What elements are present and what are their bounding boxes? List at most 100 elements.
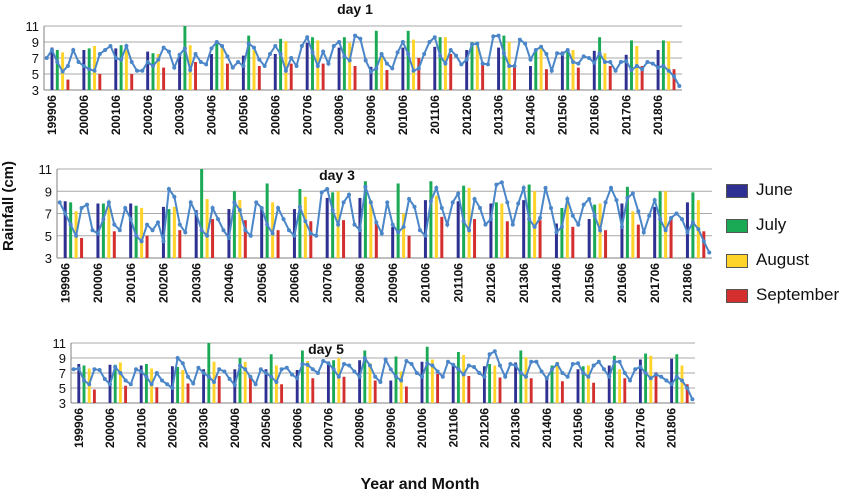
trend-point — [409, 362, 414, 366]
trend-point — [548, 205, 553, 210]
trend-point — [145, 222, 150, 227]
trend-point — [44, 56, 49, 60]
bar-august — [618, 369, 622, 403]
trend-point — [407, 197, 412, 202]
bar-june — [273, 54, 277, 90]
trend-point — [394, 374, 398, 379]
trend-point — [539, 44, 544, 49]
trend-point — [221, 228, 226, 233]
trend-point — [454, 53, 459, 58]
trend-point — [74, 233, 79, 238]
trend-point — [521, 185, 526, 190]
bar-september — [576, 67, 580, 90]
trend-point — [533, 48, 538, 52]
bar-july — [425, 346, 429, 403]
x-tick-label: 201506 — [571, 408, 585, 448]
x-tick-label: 200106 — [124, 263, 138, 303]
legend-swatch-july — [726, 219, 748, 233]
bar-august — [205, 199, 209, 258]
trend-point — [193, 52, 198, 56]
trend-point — [297, 204, 302, 209]
x-tick-label: 199906 — [72, 408, 86, 448]
bar-august — [124, 50, 128, 90]
x-tick-label: 200206 — [166, 408, 180, 448]
bar-august — [172, 206, 176, 258]
trend-point — [534, 359, 539, 364]
trend-point — [560, 371, 565, 375]
bar-july — [598, 37, 602, 90]
trend-point — [321, 49, 326, 54]
y-tick-label: 11 — [39, 162, 53, 177]
trend-point — [357, 374, 362, 379]
trend-point — [672, 74, 677, 79]
x-tick-label: 200006 — [91, 263, 105, 303]
y-tick-label: 9 — [45, 184, 52, 199]
x-tick-label: 200206 — [141, 95, 155, 135]
trend-point — [230, 65, 235, 70]
trend-point — [102, 377, 107, 381]
trend-point — [352, 369, 357, 374]
trend-point — [576, 361, 580, 366]
trend-point — [603, 200, 608, 205]
trend-point — [243, 228, 248, 233]
bar-july — [625, 186, 629, 258]
trend-point — [186, 374, 190, 379]
trend-point — [513, 363, 518, 368]
bar-august — [243, 361, 247, 403]
trend-point — [252, 45, 257, 50]
bar-july — [183, 26, 187, 90]
bar-august — [368, 363, 372, 403]
bar-september — [640, 66, 644, 90]
trend-point — [650, 61, 655, 66]
trend-point — [227, 377, 232, 381]
trend-point — [165, 382, 170, 387]
bar-september — [178, 230, 182, 258]
bar-june — [554, 223, 558, 258]
legend-item-july: July — [722, 213, 850, 246]
trend-point — [438, 53, 443, 58]
legend-swatch-june — [726, 184, 748, 198]
trend-point — [103, 48, 108, 52]
x-tick-label: 201806 — [681, 263, 695, 303]
x-tick-label: 200506 — [255, 263, 269, 303]
bar-september — [481, 62, 485, 90]
trend-point — [609, 185, 614, 190]
trend-point — [396, 230, 401, 235]
bar-august — [539, 46, 543, 90]
trend-point — [106, 200, 111, 205]
trend-point — [467, 228, 472, 233]
bar-june — [451, 363, 455, 403]
bar-july — [151, 53, 155, 90]
trend-point — [305, 35, 310, 40]
trend-point — [303, 219, 308, 224]
trend-point — [308, 231, 313, 236]
bar-september — [505, 221, 509, 258]
trend-point — [554, 230, 559, 235]
trend-point — [243, 367, 248, 372]
x-tick-label: 201406 — [524, 95, 538, 135]
bar-august — [571, 50, 575, 90]
trend-point — [576, 61, 581, 66]
trend-point — [97, 52, 102, 56]
x-tick-label: 200606 — [290, 408, 304, 448]
trend-point — [664, 378, 669, 383]
trend-point — [619, 224, 624, 229]
x-tick-label: 200906 — [386, 263, 400, 303]
bar-july — [581, 366, 585, 403]
bar-september — [217, 376, 221, 403]
bar-july — [82, 365, 86, 403]
bar-september — [80, 237, 84, 258]
bar-september — [467, 376, 471, 403]
trend-point — [445, 222, 450, 227]
trend-point — [685, 386, 690, 390]
trend-point — [81, 64, 86, 68]
bar-september — [407, 235, 411, 258]
trend-point — [423, 233, 428, 238]
trend-point — [330, 208, 335, 213]
bar-june — [337, 47, 341, 90]
x-tick-label: 201006 — [419, 263, 433, 303]
trend-point — [170, 386, 175, 390]
bar-july — [519, 350, 523, 403]
trend-point — [384, 61, 389, 66]
trend-point — [608, 60, 613, 64]
